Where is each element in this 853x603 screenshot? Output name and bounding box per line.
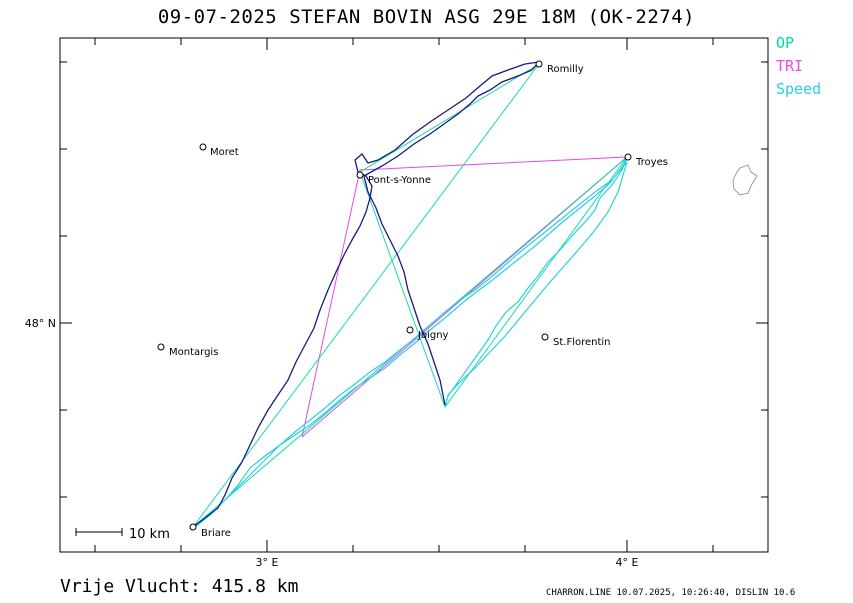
place-montargis: Montargis [157, 343, 218, 358]
op-route [192, 63, 628, 528]
place-briare: Briare [189, 523, 231, 539]
place-label: St.Florentin [553, 337, 611, 348]
place-troyes: Troyes [624, 153, 668, 168]
speed-track [192, 157, 628, 528]
place-marker-icon [189, 523, 197, 531]
place-label: Pont-s-Yonne [368, 175, 431, 186]
credits-label: CHARRON.LINE 10.07.2025, 10:26:40, DISLI… [546, 588, 796, 598]
place-marker-icon [541, 333, 549, 341]
y-tick-48n: 48° N [25, 317, 56, 330]
place-romilly: Romilly [535, 60, 584, 75]
scale-label: 10 km [129, 527, 170, 542]
place-marker-icon [624, 153, 632, 161]
scale-bar: 10 km [75, 527, 170, 542]
lake-outline [732, 164, 758, 196]
place-marker-icon [535, 60, 543, 68]
x-tick-3e: 3° E [256, 556, 279, 569]
place-marker-icon [157, 343, 165, 351]
distance-label: Vrije Vlucht: 415.8 km [60, 576, 299, 597]
place-joigny: Joigny [406, 326, 449, 341]
flight-title: 09-07-2025 STEFAN BOVIN ASG 29E 18M (OK-… [157, 6, 696, 28]
legend-op: OP [776, 34, 795, 52]
plot-frame [59, 37, 769, 553]
axis-ticks [60, 38, 768, 552]
legend-tri: TRI [776, 57, 804, 75]
place-marker-icon [199, 143, 207, 151]
place-st-florentin: St.Florentin [541, 333, 611, 348]
place-label: Briare [201, 528, 231, 539]
place-moret: Moret [199, 143, 239, 158]
place-label: Montargis [169, 347, 218, 358]
place-label: Moret [210, 147, 239, 158]
x-tick-4e: 4° E [616, 556, 639, 569]
place-label: Romilly [547, 64, 584, 75]
place-pont-s-yonne: Pont-s-Yonne [356, 171, 431, 186]
place-label: Joigny [417, 330, 449, 341]
place-marker-icon [356, 171, 364, 179]
flight-track [192, 61, 541, 528]
place-marker-icon [406, 326, 414, 334]
legend-speed: Speed [776, 80, 822, 98]
place-label: Troyes [635, 157, 668, 168]
